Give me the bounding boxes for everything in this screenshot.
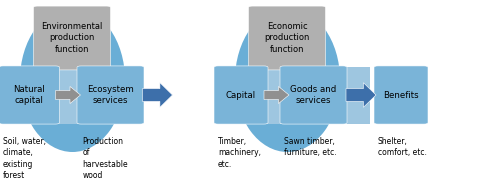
FancyBboxPatch shape bbox=[77, 66, 144, 124]
Polygon shape bbox=[142, 83, 172, 107]
Ellipse shape bbox=[20, 8, 125, 152]
Text: Natural
capital: Natural capital bbox=[14, 85, 45, 105]
Text: Benefits: Benefits bbox=[383, 90, 419, 100]
Polygon shape bbox=[346, 83, 376, 107]
Text: Economic
production
function: Economic production function bbox=[264, 22, 310, 54]
Text: Soil, water,
climate,
existing
forest: Soil, water, climate, existing forest bbox=[3, 137, 46, 180]
Text: Capital: Capital bbox=[226, 90, 256, 100]
Bar bbox=[218, 66, 370, 124]
Text: Production
of
harvestable
wood: Production of harvestable wood bbox=[82, 137, 128, 180]
Text: Timber,
machinery,
etc.: Timber, machinery, etc. bbox=[218, 137, 261, 169]
FancyBboxPatch shape bbox=[34, 6, 110, 70]
Text: Ecosystem
services: Ecosystem services bbox=[87, 85, 134, 105]
FancyBboxPatch shape bbox=[214, 66, 268, 124]
Text: Sawn timber,
furniture, etc.: Sawn timber, furniture, etc. bbox=[284, 137, 337, 157]
Polygon shape bbox=[56, 86, 80, 104]
FancyBboxPatch shape bbox=[374, 66, 428, 124]
FancyBboxPatch shape bbox=[0, 66, 60, 124]
FancyBboxPatch shape bbox=[280, 66, 347, 124]
Text: Goods and
services: Goods and services bbox=[290, 85, 337, 105]
Polygon shape bbox=[264, 86, 289, 104]
Bar bbox=[2, 66, 140, 124]
Text: Environmental
production
function: Environmental production function bbox=[42, 22, 102, 54]
Ellipse shape bbox=[235, 8, 340, 152]
Text: Shelter,
comfort, etc.: Shelter, comfort, etc. bbox=[378, 137, 427, 157]
FancyBboxPatch shape bbox=[248, 6, 326, 70]
